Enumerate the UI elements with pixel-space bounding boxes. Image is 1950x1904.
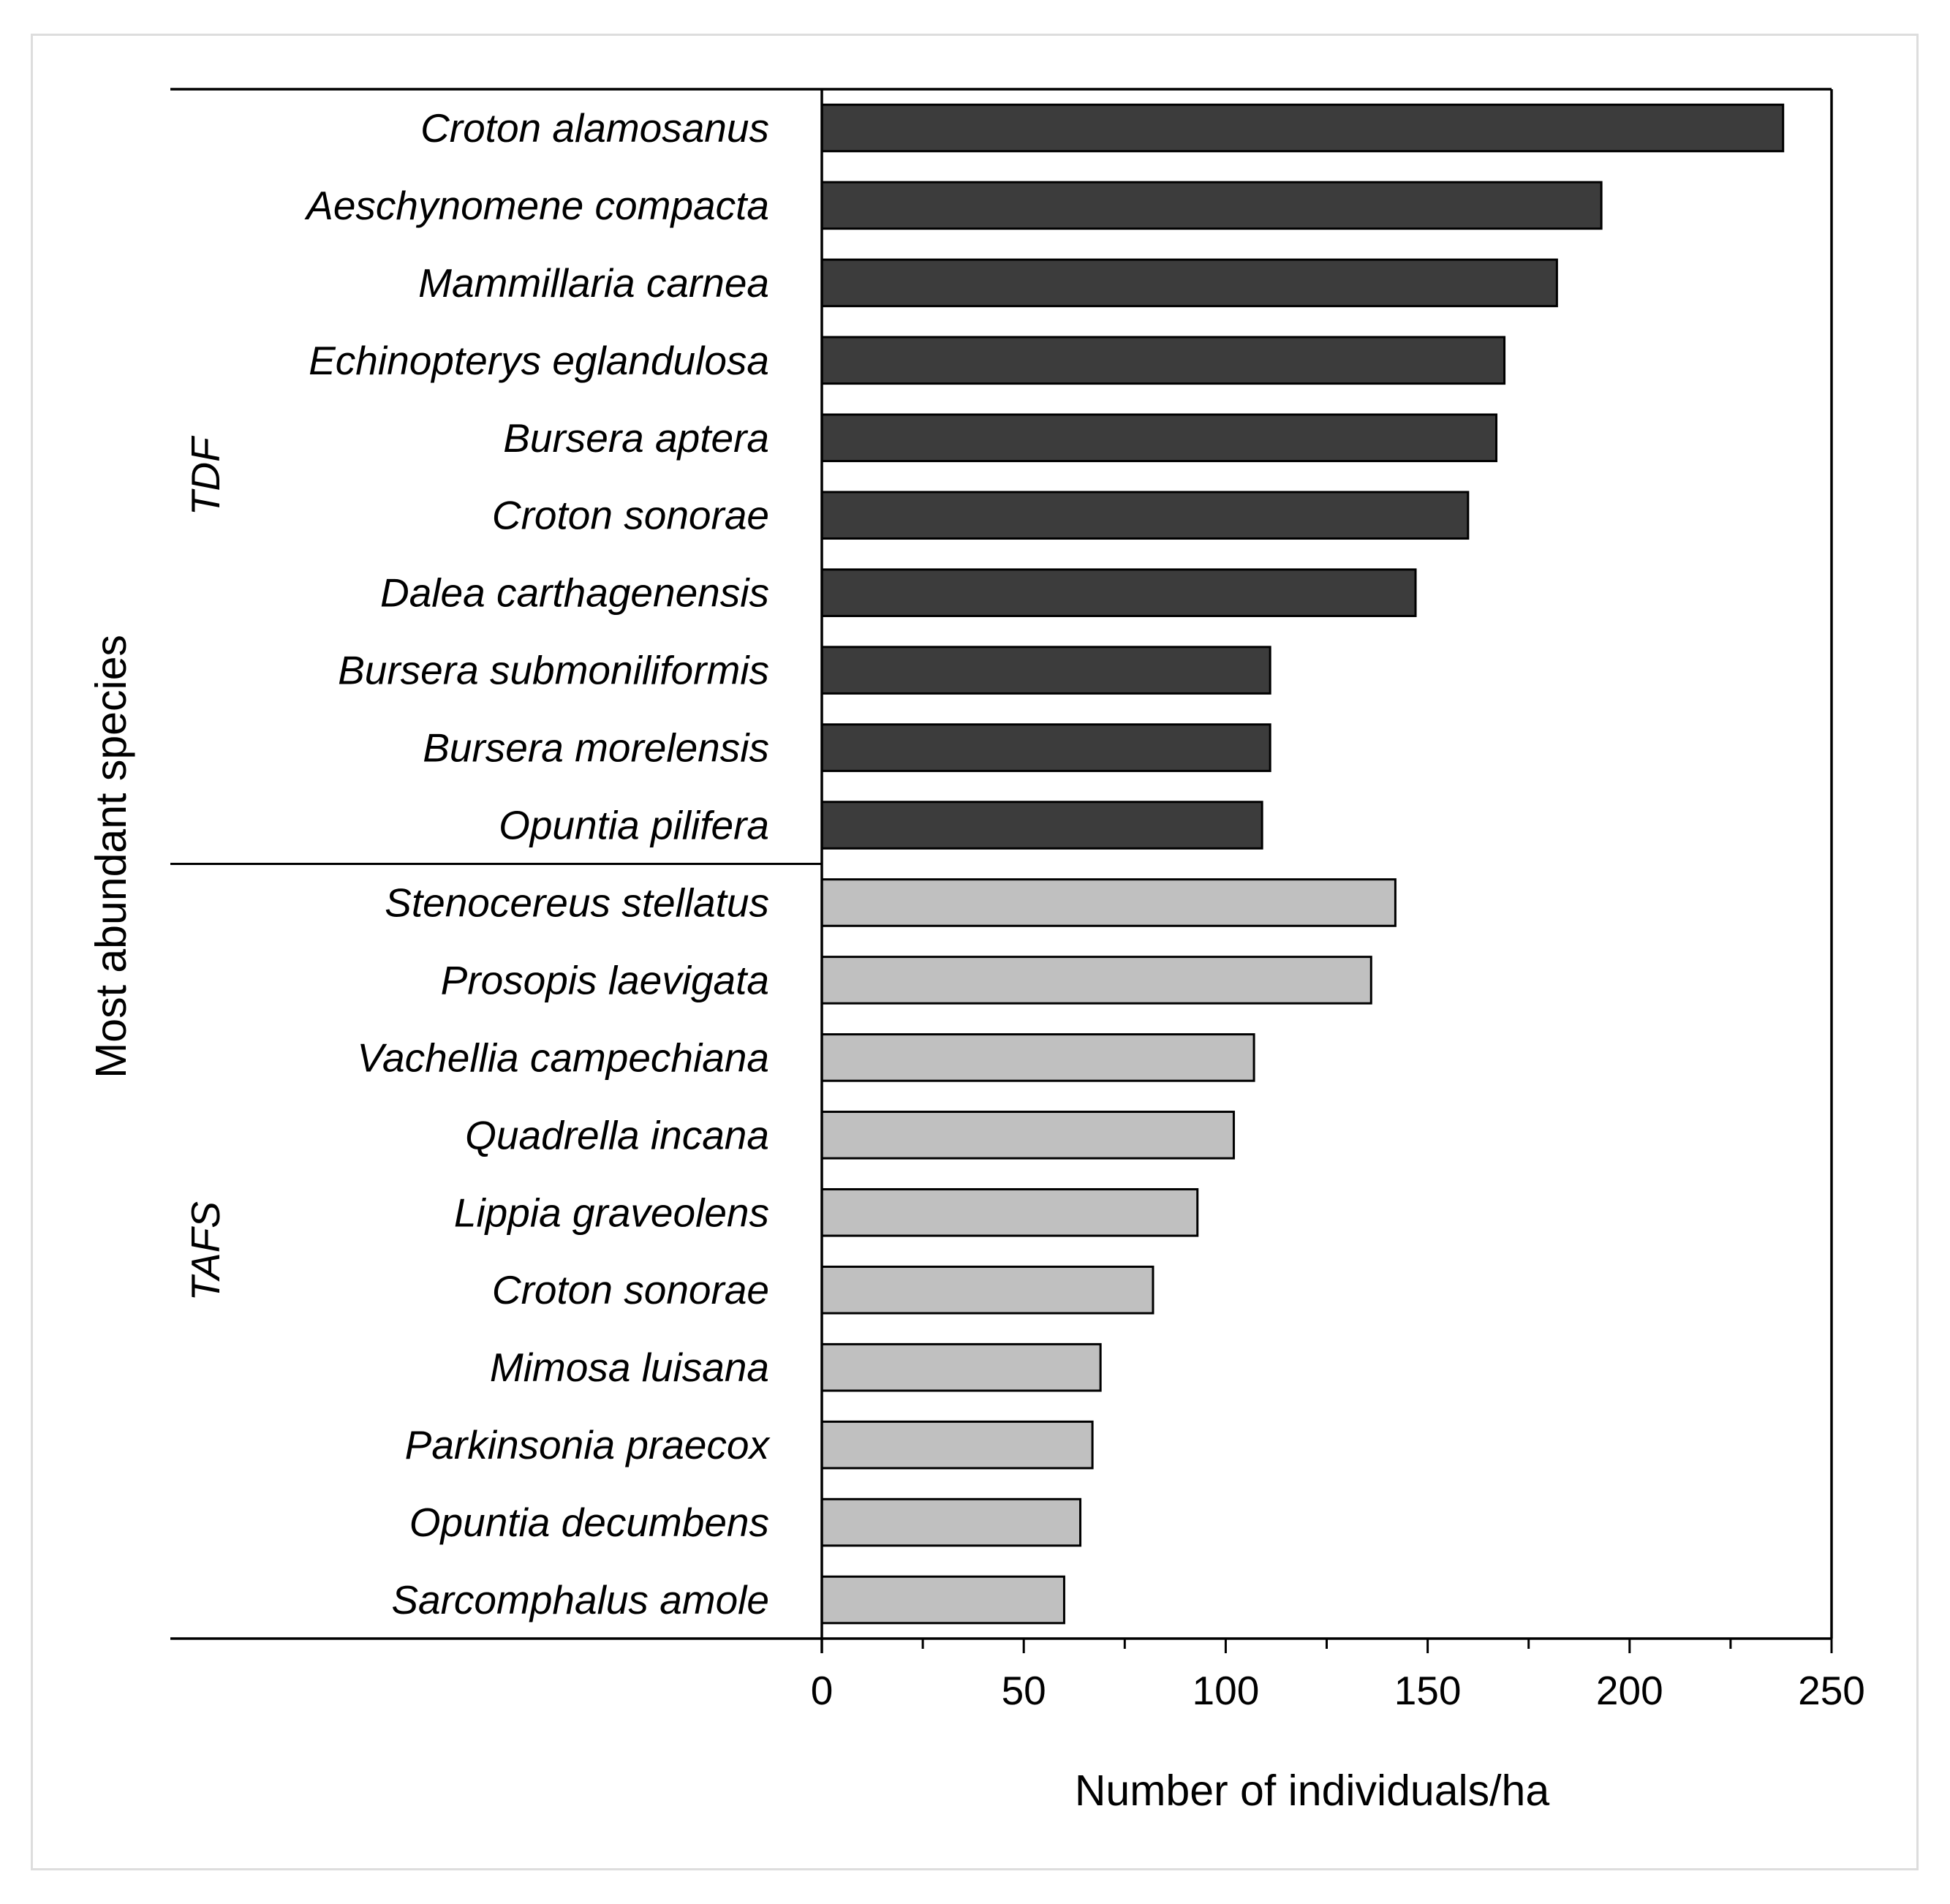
bar-tafs-1 [820, 956, 1372, 1005]
x-tick-label: 200 [1596, 1668, 1663, 1713]
bar-tdf-9 [820, 801, 1263, 850]
category-label-tdf-7: Bursera submoniliformis [338, 648, 769, 693]
category-label-tafs-1: Prosopis laevigata [441, 957, 769, 1002]
category-label-tafs-2: Vachellia campechiana [357, 1035, 769, 1080]
category-label-tafs-8: Opuntia decumbens [409, 1500, 769, 1545]
category-label-tafs-4: Lippia graveolens [454, 1190, 769, 1235]
category-label-tdf-0: Croton alamosanus [420, 105, 769, 151]
bar-tdf-4 [820, 413, 1498, 463]
category-label-tdf-9: Opuntia pilifera [499, 803, 769, 848]
category-label-tdf-2: Mammillaria carnea [418, 260, 769, 306]
bar-tafs-2 [820, 1033, 1255, 1082]
bar-tafs-0 [820, 878, 1397, 927]
bar-tdf-3 [820, 336, 1506, 385]
category-label-tdf-3: Echinopterys eglandulosa [309, 338, 769, 383]
x-tick-label: 100 [1193, 1668, 1260, 1713]
category-label-tafs-0: Stenocereus stellatus [385, 880, 769, 925]
x-tick-label: 150 [1394, 1668, 1462, 1713]
category-label-tafs-9: Sarcomphalus amole [391, 1577, 769, 1622]
category-label-tafs-3: Quadrella incana [465, 1112, 769, 1157]
category-labels: Croton alamosanus Aeschynomene compacta Ma… [304, 105, 771, 1622]
x-axis-title: Number of individuals/ha [1075, 1767, 1550, 1815]
y-axis-title: Most abundant species [87, 635, 135, 1078]
category-label-tafs-6: Mimosa luisana [490, 1345, 769, 1390]
group-label-tafs: TAFS [183, 1201, 228, 1302]
bar-tdf-5 [820, 491, 1470, 540]
bar-tdf-2 [820, 258, 1558, 308]
bar-tdf-6 [820, 568, 1417, 617]
category-label-tdf-5: Croton sonorae [492, 493, 769, 538]
bar-tafs-5 [820, 1265, 1154, 1315]
category-label-tdf-8: Bursera morelensis [423, 725, 769, 771]
bar-tdf-8 [820, 723, 1271, 772]
x-tick-label: 0 [811, 1668, 834, 1713]
x-tick-label: 50 [1002, 1668, 1046, 1713]
category-label-tafs-7: Parkinsonia praecox [405, 1422, 771, 1467]
axes [170, 88, 1833, 1653]
x-tick-label: 250 [1798, 1668, 1865, 1713]
bars-layer [820, 103, 1785, 1625]
bar-tafs-6 [820, 1342, 1102, 1392]
bar-tafs-9 [820, 1575, 1065, 1625]
category-label-tafs-5: Croton sonorae [492, 1267, 769, 1312]
category-label-tdf-4: Bursera aptera [503, 415, 769, 461]
bar-tdf-0 [820, 103, 1785, 153]
figure-frame [31, 34, 1919, 1870]
bar-tdf-7 [820, 646, 1271, 695]
group-label-tdf: TDF [183, 435, 228, 515]
category-label-tdf-1: Aeschynomene compacta [304, 183, 769, 228]
bar-tafs-3 [820, 1111, 1235, 1160]
bar-tdf-1 [820, 181, 1603, 230]
bar-tafs-7 [820, 1420, 1094, 1470]
bar-tafs-4 [820, 1187, 1199, 1237]
category-label-tdf-6: Dalea carthagenensis [380, 570, 769, 616]
x-ticks: 0 50 100 150 200 250 [811, 1639, 1865, 1713]
bar-tafs-8 [820, 1497, 1082, 1547]
